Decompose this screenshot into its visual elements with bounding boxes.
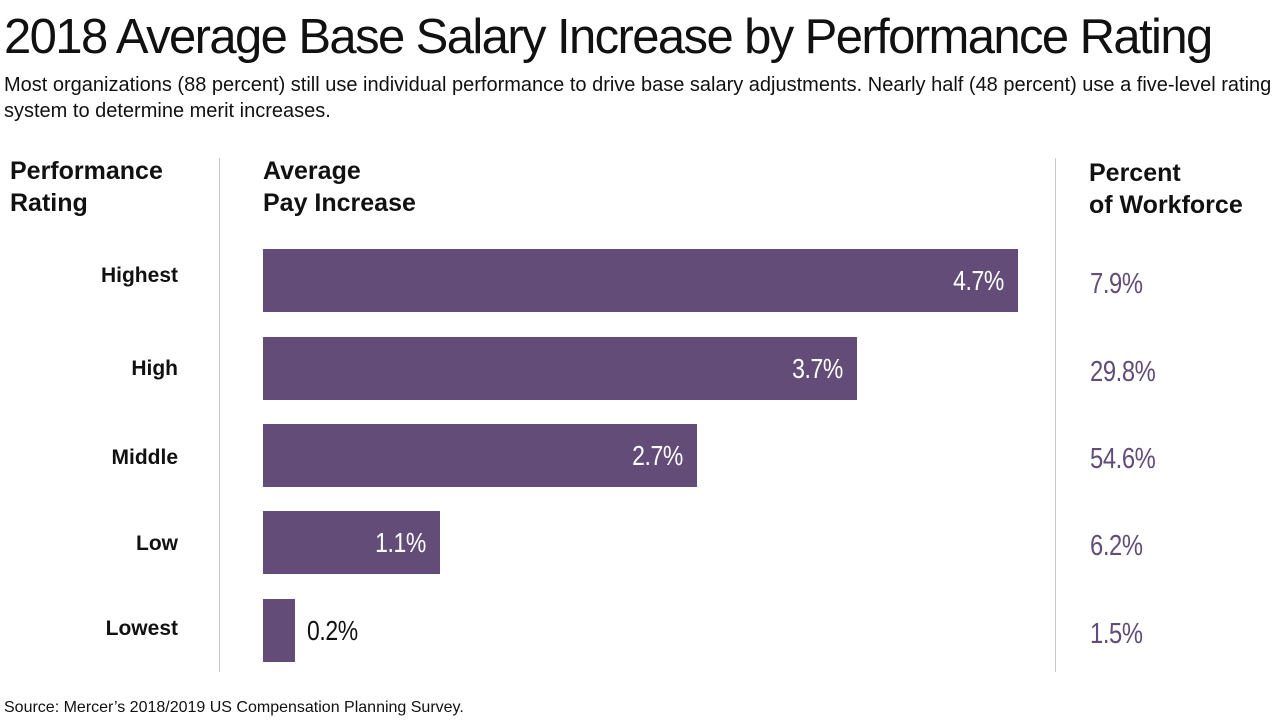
workforce-percent-low: 6.2% (1090, 530, 1143, 562)
bar-value-label-lowest: 0.2% (307, 615, 358, 646)
chart-subtitle: Most organizations (88 percent) still us… (4, 74, 1272, 122)
rating-label-lowest: Lowest (105, 617, 178, 640)
percent-of-workforce-header: Percent of Workforce (1089, 157, 1243, 221)
performance-rating-header: Performance Rating (10, 155, 163, 219)
bar-value-label-middle: 2.7% (632, 440, 683, 471)
rating-label-highest: Highest (100, 264, 178, 287)
bar-value-label-highest: 4.7% (953, 265, 1004, 296)
workforce-percent-highest: 7.9% (1090, 268, 1143, 300)
bar-middle (263, 424, 697, 487)
source-note: Source: Mercer’s 2018/2019 US Compensati… (4, 699, 464, 716)
bar-highest (263, 249, 1018, 312)
percent-of-workforce-header-line2: of Workforce (1089, 191, 1243, 219)
bar-high (263, 337, 857, 400)
rating-label-middle: Middle (111, 446, 179, 469)
workforce-percent-high: 29.8% (1090, 356, 1156, 388)
right-column-divider (1055, 158, 1056, 672)
average-pay-increase-header-line1: Average (263, 157, 361, 185)
performance-rating-header-line2: Rating (10, 189, 88, 217)
workforce-percent-middle: 54.6% (1090, 443, 1156, 475)
bar-value-label-low: 1.1% (375, 527, 426, 558)
performance-rating-header-line1: Performance (10, 157, 163, 185)
percent-of-workforce-header-line1: Percent (1089, 159, 1181, 187)
left-column-divider (219, 158, 220, 672)
rating-label-low: Low (136, 532, 178, 555)
average-pay-increase-header-line2: Pay Increase (263, 189, 416, 217)
chart-title: 2018 Average Base Salary Increase by Per… (4, 10, 1213, 64)
average-pay-increase-header: Average Pay Increase (263, 155, 416, 219)
bar-low (263, 511, 440, 574)
bar-value-label-high: 3.7% (792, 353, 843, 384)
workforce-percent-lowest: 1.5% (1090, 618, 1143, 650)
rating-label-high: High (131, 357, 178, 380)
bar-lowest (263, 599, 295, 662)
